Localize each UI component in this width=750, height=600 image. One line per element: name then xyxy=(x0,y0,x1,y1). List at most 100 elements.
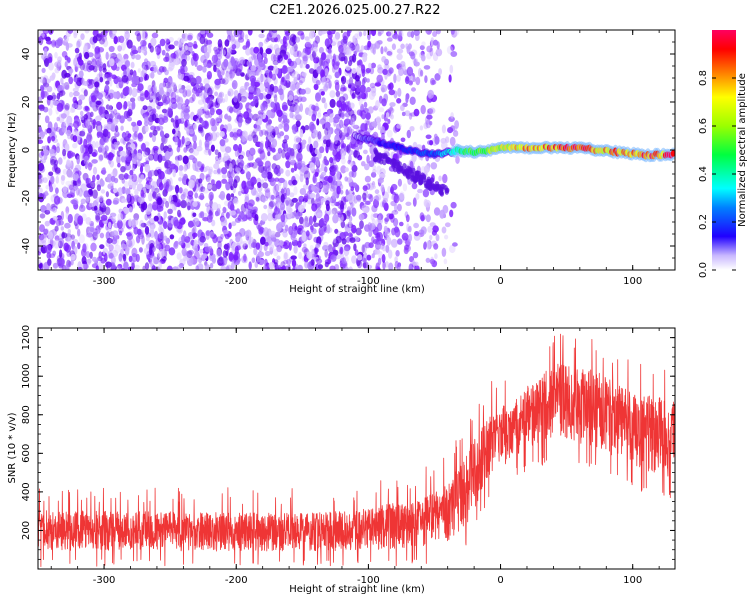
noise-cell xyxy=(126,239,133,248)
noise-cell xyxy=(163,211,167,219)
noise-cell xyxy=(95,141,99,149)
noise-cell xyxy=(244,131,249,139)
noise-cell xyxy=(300,50,308,59)
noise-cell xyxy=(177,139,184,148)
noise-cell xyxy=(362,52,368,63)
noise-cell xyxy=(279,240,284,246)
noise-cell xyxy=(290,255,297,260)
noise-cell xyxy=(223,152,229,162)
noise-cell xyxy=(54,167,61,174)
noise-cell xyxy=(220,233,224,240)
noise-cell xyxy=(253,90,257,96)
noise-cell xyxy=(281,77,285,83)
noise-cell xyxy=(273,94,278,103)
noise-cell xyxy=(48,108,53,116)
noise-cell xyxy=(80,144,84,154)
noise-cell xyxy=(193,149,200,156)
noise-cell xyxy=(215,131,220,138)
noise-cell xyxy=(308,215,314,226)
noise-cell xyxy=(109,78,113,87)
noise-cell xyxy=(133,213,140,221)
noise-cell xyxy=(366,86,371,93)
noise-cell xyxy=(243,167,249,174)
noise-cell xyxy=(167,208,173,215)
noise-cell xyxy=(56,92,61,100)
noise-cell xyxy=(105,51,109,60)
noise-cell xyxy=(438,68,442,76)
noise-cell xyxy=(345,65,351,71)
noise-cell xyxy=(165,38,170,46)
noise-cell xyxy=(265,231,270,241)
noise-cell xyxy=(272,248,279,257)
noise-cell xyxy=(393,34,399,41)
noise-cell xyxy=(373,147,378,154)
noise-cell xyxy=(126,39,133,49)
noise-cell xyxy=(354,249,359,256)
noise-cell xyxy=(51,39,56,48)
noise-cell xyxy=(315,92,321,99)
noise-cell xyxy=(336,100,343,108)
noise-cell xyxy=(295,161,301,168)
noise-cell xyxy=(264,160,271,169)
noise-cell xyxy=(89,118,93,123)
noise-cell xyxy=(83,138,88,149)
noise-cell xyxy=(283,123,290,132)
noise-cell xyxy=(406,223,410,232)
noise-cell xyxy=(423,165,430,173)
noise-cell xyxy=(424,30,429,34)
noise-cell xyxy=(348,266,353,270)
noise-cell xyxy=(56,116,60,122)
noise-cell xyxy=(94,81,100,88)
noise-cell xyxy=(368,121,375,129)
noise-cell xyxy=(363,261,367,269)
noise-cell xyxy=(388,30,394,40)
noise-cell xyxy=(155,97,160,105)
noise-cell xyxy=(348,77,354,85)
noise-cell xyxy=(428,107,436,114)
noise-cell xyxy=(263,57,268,65)
noise-cell xyxy=(383,46,388,53)
noise-cell xyxy=(344,119,349,125)
noise-cell xyxy=(410,52,416,60)
noise-cell xyxy=(302,54,309,62)
noise-cell xyxy=(202,66,207,73)
noise-cell xyxy=(270,101,276,108)
noise-cell xyxy=(132,132,138,141)
noise-cell xyxy=(215,108,223,115)
noise-cell xyxy=(129,69,134,76)
noise-cell xyxy=(48,62,54,71)
noise-cell xyxy=(115,125,119,133)
noise-cell xyxy=(123,261,129,270)
noise-cell xyxy=(377,64,382,70)
noise-cell xyxy=(221,178,228,184)
noise-cell xyxy=(188,155,196,160)
noise-cell xyxy=(314,148,320,155)
noise-cell xyxy=(170,97,177,104)
noise-cell xyxy=(229,210,236,216)
noise-cell xyxy=(254,261,259,268)
noise-cell xyxy=(293,186,298,196)
noise-cell xyxy=(400,137,406,143)
noise-cell xyxy=(408,167,413,174)
noise-cell xyxy=(96,174,100,181)
noise-cell xyxy=(429,258,435,265)
noise-cell xyxy=(243,253,247,262)
noise-cell xyxy=(289,111,294,119)
noise-cell xyxy=(248,162,255,168)
noise-cell xyxy=(91,102,96,110)
noise-cell xyxy=(156,197,163,206)
noise-cell xyxy=(309,53,315,61)
noise-cell xyxy=(192,53,199,62)
noise-cell xyxy=(91,41,96,50)
noise-cell xyxy=(280,193,285,204)
noise-cell xyxy=(211,202,219,211)
noise-cell xyxy=(441,124,446,134)
noise-cell xyxy=(158,117,165,125)
noise-cell xyxy=(342,35,348,44)
noise-cell xyxy=(80,33,85,40)
noise-cell xyxy=(367,222,372,231)
noise-cell xyxy=(130,61,135,69)
noise-cell xyxy=(199,172,205,181)
noise-cell xyxy=(367,106,374,114)
noise-cell xyxy=(53,122,59,132)
